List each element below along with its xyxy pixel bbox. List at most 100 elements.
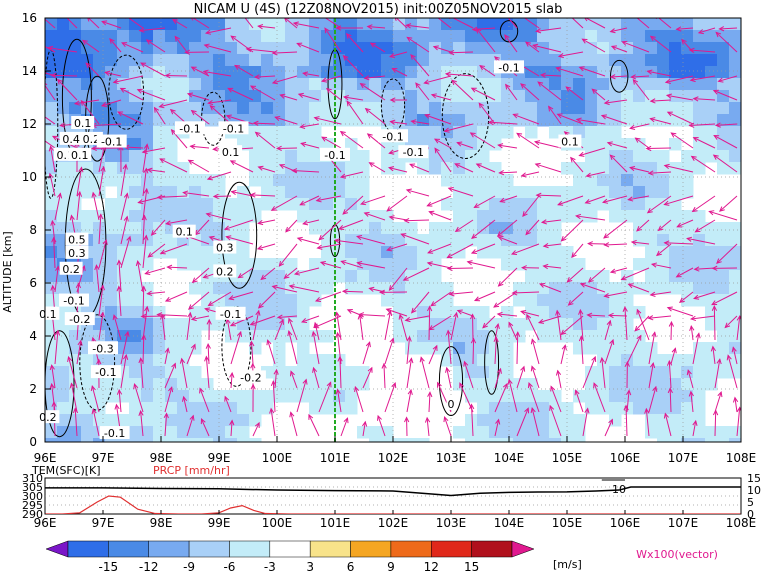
shade-cell bbox=[441, 306, 454, 319]
contour-label: 0.2 bbox=[39, 411, 57, 424]
wind-arrow bbox=[402, 267, 430, 281]
shade-cell bbox=[189, 378, 202, 391]
wind-arrow bbox=[245, 46, 276, 53]
wind-arrow bbox=[676, 219, 694, 228]
shade-cell bbox=[237, 222, 250, 235]
shade-cell bbox=[441, 162, 454, 175]
wind-arrow bbox=[335, 388, 342, 413]
shade-cell bbox=[561, 66, 574, 79]
wind-arrow bbox=[230, 189, 254, 197]
shade-cell bbox=[105, 90, 118, 103]
shade-cell bbox=[717, 138, 730, 151]
contour-label: 0.3 bbox=[68, 247, 86, 260]
surface-x-tick-label: 97E bbox=[92, 516, 115, 530]
wind-arrow bbox=[604, 418, 614, 437]
shade-cell bbox=[165, 426, 178, 439]
shade-cell bbox=[81, 174, 94, 187]
wind-arrow bbox=[668, 320, 674, 341]
wind-arrow bbox=[94, 264, 100, 293]
wind-arrow bbox=[120, 163, 128, 197]
wind-arrow bbox=[497, 143, 518, 149]
shade-cell bbox=[129, 66, 142, 79]
wind-arrow bbox=[719, 195, 738, 212]
wind-arrow bbox=[691, 195, 716, 213]
wind-arrow bbox=[494, 382, 508, 413]
x-tick-label: 108E bbox=[726, 451, 757, 465]
shade-cell bbox=[477, 138, 490, 151]
wind-arrow bbox=[469, 132, 496, 149]
wind-arrow bbox=[97, 213, 104, 245]
shade-cell bbox=[357, 114, 370, 127]
shade-cell bbox=[201, 186, 214, 199]
shade-cell bbox=[441, 102, 454, 115]
shade-cell bbox=[657, 42, 670, 55]
shade-cell bbox=[681, 102, 694, 115]
shade-cell bbox=[141, 354, 154, 367]
shade-cell bbox=[693, 210, 706, 223]
wind-arrow bbox=[437, 18, 452, 29]
shade-cell bbox=[465, 234, 478, 247]
shade-cell bbox=[105, 282, 118, 295]
shade-cell bbox=[609, 42, 622, 55]
shade-cell bbox=[465, 390, 478, 403]
shade-cell bbox=[561, 30, 574, 43]
shade-cell bbox=[621, 270, 634, 283]
shade-cell bbox=[129, 222, 142, 235]
shade-cell bbox=[57, 222, 70, 235]
shade-cell bbox=[465, 306, 478, 319]
shade-cell bbox=[405, 234, 418, 247]
shade-cell bbox=[141, 126, 154, 139]
wind-arrow bbox=[493, 336, 499, 365]
shade-cell bbox=[465, 78, 478, 91]
shade-cell bbox=[81, 186, 94, 199]
wind-arrow bbox=[159, 158, 188, 173]
colorbar-tick-label: -15 bbox=[99, 560, 119, 574]
shade-cell bbox=[645, 78, 658, 91]
shade-cell bbox=[717, 330, 730, 343]
wind-arrow bbox=[138, 27, 166, 33]
shade-cell bbox=[297, 78, 310, 91]
shade-cell bbox=[213, 198, 226, 211]
wind-arrow bbox=[648, 385, 658, 413]
wind-arrow bbox=[689, 324, 695, 341]
shade-cell bbox=[657, 66, 670, 79]
shade-cell bbox=[729, 294, 741, 307]
shade-cell bbox=[165, 342, 178, 355]
shade-cell bbox=[345, 78, 358, 91]
wind-arrow bbox=[316, 243, 342, 250]
shade-cell bbox=[69, 198, 82, 211]
wind-arrow bbox=[582, 407, 590, 437]
surface-panel: TEM(SFC)[K] PRCP [mm/hr] 96E 97E 98E 99E 100… bbox=[22, 464, 761, 530]
shade-cell bbox=[297, 306, 310, 319]
shade-cell bbox=[465, 90, 478, 103]
wind-arrow bbox=[648, 331, 657, 365]
shade-cell bbox=[261, 198, 274, 211]
shade-cell bbox=[321, 330, 334, 343]
shade-cell bbox=[357, 102, 370, 115]
wind-arrow bbox=[67, 355, 78, 389]
shade-cell bbox=[453, 210, 466, 223]
shade-cell bbox=[225, 78, 238, 91]
precipitation-tick-label: 10 bbox=[747, 484, 761, 497]
shade-cell bbox=[477, 354, 490, 367]
shade-cell bbox=[261, 330, 274, 343]
shade-cell bbox=[693, 66, 706, 79]
shade-cell bbox=[141, 378, 154, 391]
shade-cell bbox=[225, 210, 238, 223]
shade-cell bbox=[177, 30, 190, 43]
contour-label-bg bbox=[213, 264, 237, 278]
shade-cell bbox=[657, 90, 670, 103]
shade-cell bbox=[513, 390, 526, 403]
shade-cell bbox=[429, 162, 442, 175]
shade-cell bbox=[165, 30, 178, 43]
colorbar-segment bbox=[188, 540, 230, 558]
surface-x-tick-label: 105E bbox=[552, 516, 583, 530]
x-tick-label: 96E bbox=[34, 451, 57, 465]
shade-cell bbox=[657, 54, 670, 67]
shade-cell bbox=[393, 330, 406, 343]
shade-cell bbox=[573, 342, 586, 355]
shade-cell bbox=[237, 258, 250, 271]
shade-cell bbox=[681, 282, 694, 295]
shade-cell bbox=[489, 198, 502, 211]
contour-label-bg bbox=[68, 147, 92, 161]
